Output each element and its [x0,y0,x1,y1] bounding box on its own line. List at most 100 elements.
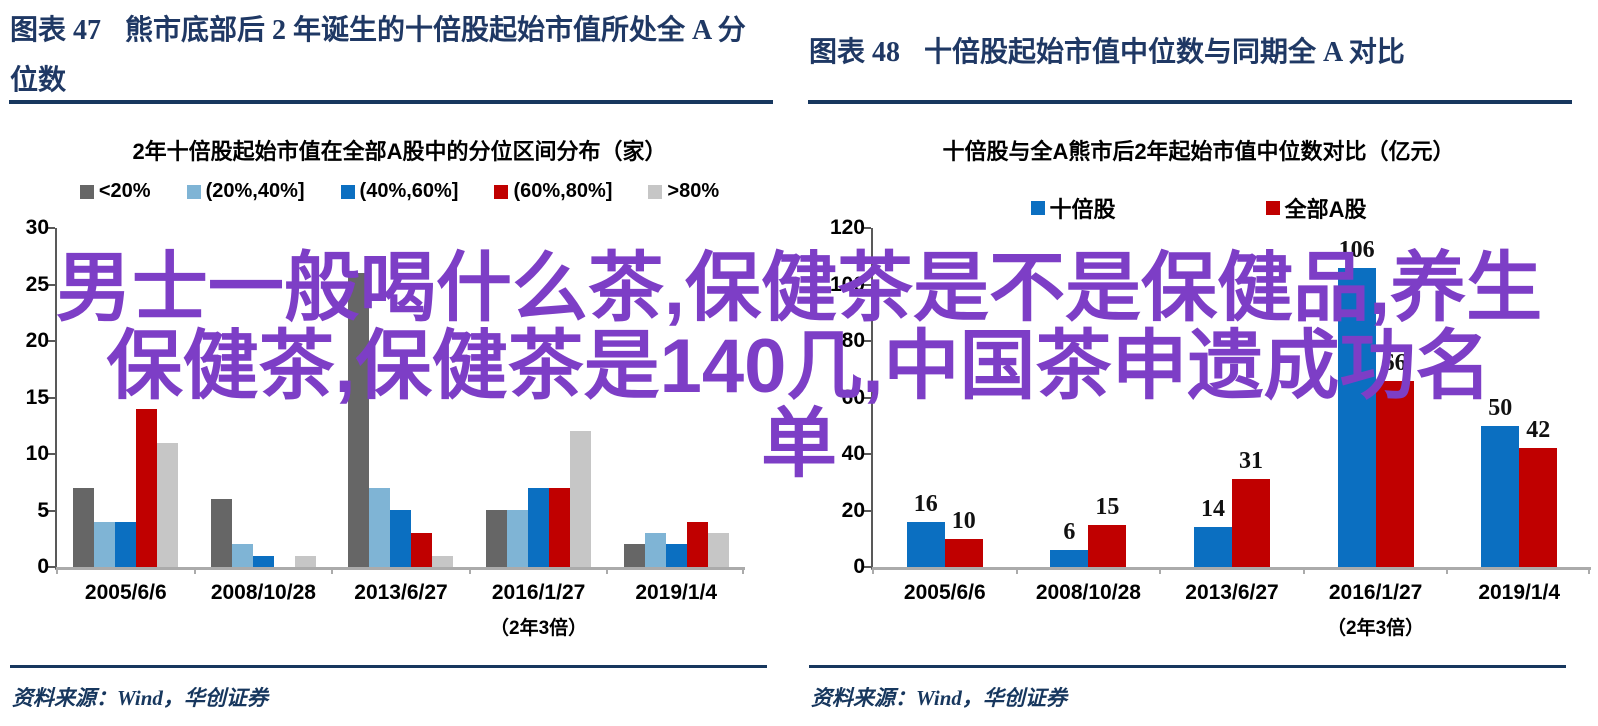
bottom-divider [809,665,1566,668]
bar-group: 16 10 [873,228,1017,567]
x-axis-tick [872,567,874,574]
x-axis-tick [331,567,334,574]
bar [549,488,571,567]
x-axis-note: （2年3倍） [490,618,588,639]
legend-item: (40%,60%] [340,180,459,203]
bar [369,488,391,567]
x-axis-tick [1015,567,1018,574]
legend-label: >80% [667,180,720,202]
y-axis-tick [48,340,55,342]
x-axis-tick [606,567,609,574]
figure-47: 图表 47 熊市底部后 2 年诞生的十倍股起始市值所处全 A 分位数 2年十倍股起… [0,15,799,710]
bar-chart-plot: 30 25 20 15 10 5 0 2005/6/6 2008/10/28 2013/6/27 2… [26,217,745,639]
bar: 15 [1088,494,1127,567]
legend-label: 全部A股 [1284,197,1367,222]
bar [411,533,433,567]
figure-number: 图表 48 [809,37,901,68]
y-axis-tick [864,453,871,455]
legend-item: (60%,80%] [494,180,612,203]
y-axis-label: 15 [25,385,49,409]
legend-label: <20% [98,180,151,202]
chart-title: 2年十倍股起始市值在全部A股中的分位区间分布（家） [132,139,667,164]
legend-swatch-icon [1265,201,1280,215]
bar-group: 50 42 [1447,228,1591,567]
x-axis-label: 2016/1/27 [1328,581,1423,604]
chart-legend: 十倍股 全部A股 [799,192,1598,224]
legend-label: 十倍股 [1049,197,1116,222]
x-axis-label: 2013/6/27 [1185,581,1279,604]
bar-group [195,228,333,567]
y-axis-label: 5 [37,498,49,522]
x-axis-tick [1446,567,1449,574]
bar-value-label: 14 [1200,496,1225,522]
x-axis-tick [1159,567,1162,574]
figure-caption: 图表 48 十倍股起始市值中位数与同期全 A 对比 [809,28,1568,78]
bar-group: 6 15 [1017,228,1161,567]
x-axis-tick [1588,567,1590,574]
y-axis-label: 120 [829,216,865,239]
x-axis-tick [742,567,744,574]
y-axis-tick [48,283,55,286]
bar [665,544,687,567]
bar: 42 [1519,417,1558,567]
x-axis-label: 2008/10/28 [1035,581,1141,604]
bar-group [57,228,195,567]
bar [136,409,158,567]
bar [686,522,708,567]
bar-group [607,228,745,567]
bar-group: 106 66 [1304,228,1448,567]
bar-chart-plot: 120 100 80 60 40 20 0 16 10 2005/6/6 6 15 2008/10/28… [830,217,1591,639]
x-axis-label: 2005/6/6 [84,581,167,604]
x-axis-tick [1302,567,1305,574]
legend-label: (60%,80%] [513,180,613,202]
legend-swatch-icon [340,184,355,199]
legend-swatch-icon [79,184,94,199]
bar [486,510,508,567]
y-axis-tick [864,566,871,568]
legend-item: (20%,40%] [186,180,305,203]
y-axis-label: 0 [37,555,49,578]
bar-value-label: 42 [1526,417,1551,443]
bar [115,522,137,567]
source-note: 资料来源：Wind，华创证券 [811,686,1067,710]
bar-value-label: 31 [1238,448,1263,474]
y-axis-label: 20 [25,329,49,352]
bar-value-label: 50 [1488,395,1513,421]
y-axis-tick [48,227,55,229]
bar-value-label: 15 [1095,494,1120,520]
bar [94,522,116,567]
bottom-divider [10,665,767,668]
legend-item: 全部A股 [1265,192,1367,224]
bar-value-label: 6 [1063,519,1076,545]
figure-caption-text: 熊市底部后 2 年诞生的十倍股起始市值所处全 A 分位数 [10,15,746,96]
bar [644,533,666,567]
y-axis-tick [48,509,55,512]
y-axis-label: 40 [841,442,865,465]
legend-label: (20%,40%] [205,180,305,202]
caption-divider [808,100,1572,104]
y-axis-tick [48,396,55,399]
x-axis-label: 2019/1/4 [635,581,718,604]
bar: 106 [1337,237,1376,567]
y-axis-tick [48,453,55,455]
x-axis-label: 2016/1/27 [491,581,586,604]
bar-value-label: 66 [1382,350,1407,376]
bar-group [470,228,608,567]
bar [231,544,253,567]
y-axis-label: 30 [25,216,49,239]
legend-swatch-icon [186,184,201,199]
y-axis-label: 80 [841,329,865,352]
legend-swatch-icon [494,184,509,199]
chart-legend: <20% (20%,40%] (40%,60%] (60%,80%] >80% [0,180,799,203]
bar [623,544,645,567]
bar [348,273,370,567]
bar [570,431,592,567]
y-axis-tick [48,566,55,568]
x-axis-label: 2019/1/4 [1478,581,1561,604]
legend-label: (40%,60%] [359,180,459,202]
y-axis-label: 25 [25,272,49,296]
bar-value-label: 106 [1338,237,1375,263]
y-axis-label: 20 [841,498,865,522]
legend-swatch-icon [648,184,663,199]
bar [210,499,232,567]
